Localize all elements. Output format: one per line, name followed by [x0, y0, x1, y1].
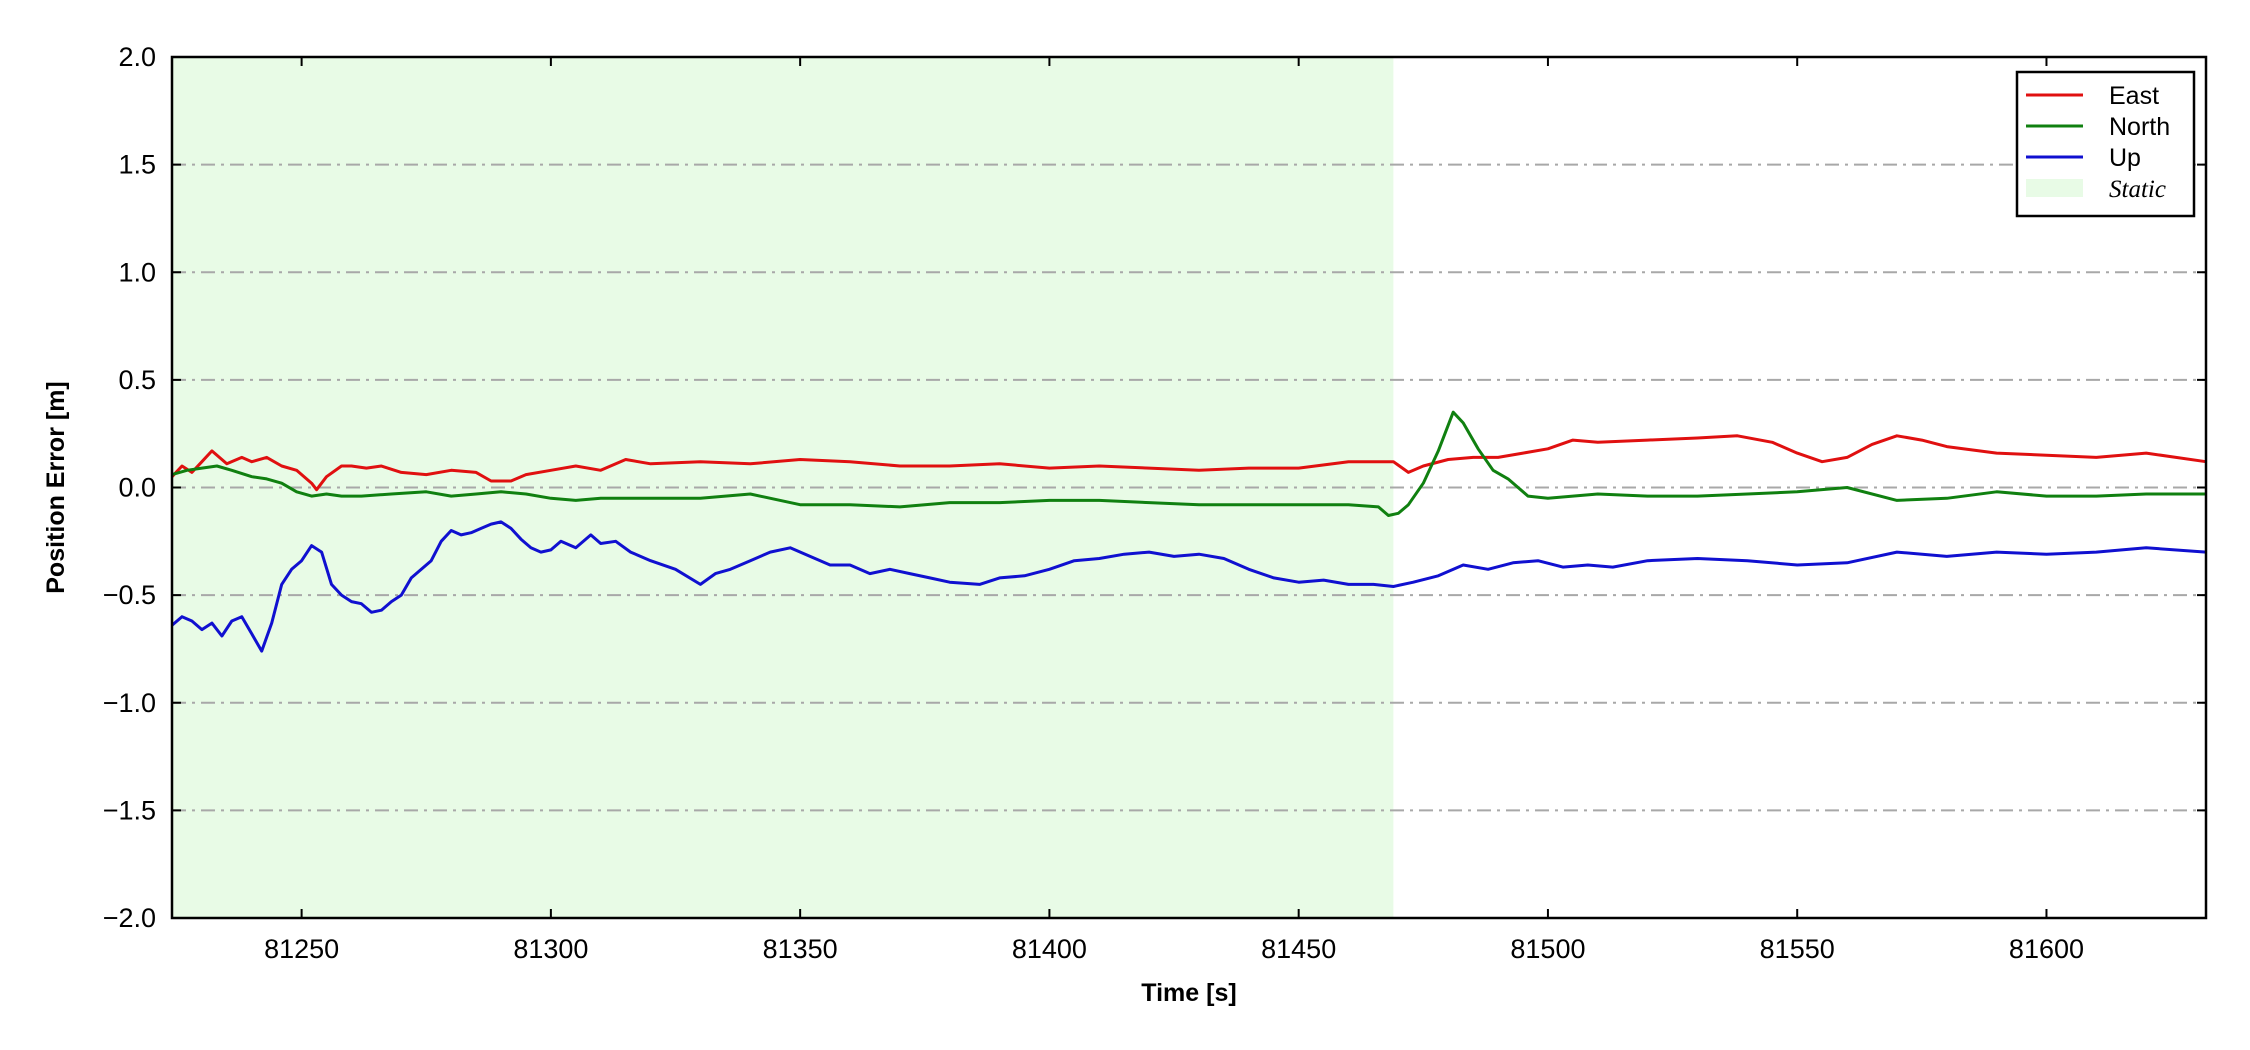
grid-lines	[172, 163, 2206, 812]
legend-swatch-static	[2026, 179, 2083, 197]
x-tick-label: 81500	[1510, 934, 1585, 964]
series-line-north	[171, 410, 2206, 517]
legend-label-east: East	[2109, 82, 2159, 110]
series-line-east	[170, 434, 2207, 492]
y-tick-label: −2.0	[103, 903, 156, 933]
x-tick-label: 81550	[1760, 934, 1835, 964]
series-group	[170, 410, 2207, 653]
y-tick-label: 1.0	[118, 257, 156, 287]
y-tick-label: −1.5	[103, 795, 156, 825]
x-tick-label: 81250	[264, 934, 339, 964]
legend-label-static: Static	[2109, 176, 2166, 203]
y-tick-label: 0.5	[118, 365, 156, 395]
x-axis-label: Time [s]	[1141, 979, 1236, 1007]
legend-label-north: North	[2109, 113, 2170, 141]
x-tick-label: 81450	[1261, 934, 1336, 964]
x-tick-label: 81350	[763, 934, 838, 964]
y-tick-label: 0.0	[118, 473, 156, 503]
y-axis-label: Position Error [m]	[42, 381, 70, 594]
x-tick-label: 81600	[2009, 934, 2084, 964]
y-tick-label: −1.0	[103, 688, 156, 718]
y-tick-label: −0.5	[103, 580, 156, 610]
legend-label-up: Up	[2109, 144, 2141, 172]
y-tick-label: 1.5	[118, 150, 156, 180]
series-line-up	[171, 520, 2207, 653]
x-tick-label: 81400	[1012, 934, 1087, 964]
legend: East North Up Static	[2015, 70, 2196, 218]
axis-ticks: 81250 81300 81350 81400 81450 81500 81550 81600…	[103, 42, 2206, 964]
x-tick-label: 81300	[513, 934, 588, 964]
y-tick-label: 2.0	[118, 42, 156, 72]
